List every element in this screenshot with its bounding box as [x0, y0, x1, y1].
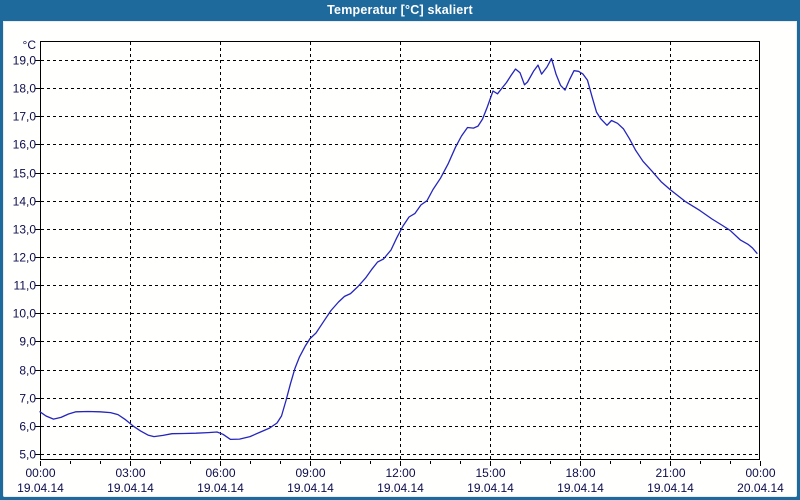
window-title: Temperatur [°C] skaliert [327, 3, 473, 17]
x-tick-time-label: 03:00 [115, 466, 145, 480]
x-tick-time-label: 15:00 [475, 466, 505, 480]
x-tick-date-label: 19.04.14 [467, 481, 514, 495]
x-tick-date-label: 19.04.14 [17, 481, 64, 495]
y-tick-label: 16,0 [13, 138, 37, 152]
y-tick-label: 13,0 [13, 223, 37, 237]
y-tick-label: 17,0 [13, 110, 37, 124]
x-tick-time-label: 12:00 [385, 466, 415, 480]
x-tick-date-label: 19.04.14 [647, 481, 694, 495]
temperature-line [39, 57, 758, 441]
y-tick-label: 9,0 [19, 335, 36, 349]
y-tick-label: 12,0 [13, 251, 37, 265]
y-tick-label: 10,0 [13, 307, 37, 321]
y-axis-unit-label: °C [23, 38, 37, 52]
y-tick-label: 11,0 [14, 279, 37, 293]
window-title-bar: Temperatur [°C] skaliert [0, 0, 800, 21]
x-tick-date-label: 19.04.14 [377, 481, 424, 495]
y-tick-label: 6,0 [19, 420, 36, 434]
y-tick-label: 15,0 [13, 167, 37, 181]
x-tick-time-label: 00:00 [25, 466, 55, 480]
x-tick-date-label: 19.04.14 [107, 481, 154, 495]
y-tick-label: 14,0 [13, 195, 37, 209]
x-tick-time-label: 18:00 [565, 466, 595, 480]
x-tick-time-label: 06:00 [205, 466, 235, 480]
y-tick-label: 8,0 [19, 364, 36, 378]
x-tick-date-label: 19.04.14 [557, 481, 604, 495]
y-tick-label: 19,0 [13, 54, 37, 68]
y-tick-label: 7,0 [19, 392, 36, 406]
x-tick-date-label: 20.04.14 [737, 481, 784, 495]
y-tick-label: 18,0 [13, 82, 37, 96]
x-tick-time-label: 09:00 [295, 466, 325, 480]
x-tick-date-label: 19.04.14 [287, 481, 334, 495]
plot-border [40, 41, 760, 460]
y-tick-label: 5,0 [19, 448, 36, 462]
x-tick-time-label: 00:00 [745, 466, 775, 480]
x-tick-time-label: 21:00 [655, 466, 685, 480]
x-tick-date-label: 19.04.14 [197, 481, 244, 495]
